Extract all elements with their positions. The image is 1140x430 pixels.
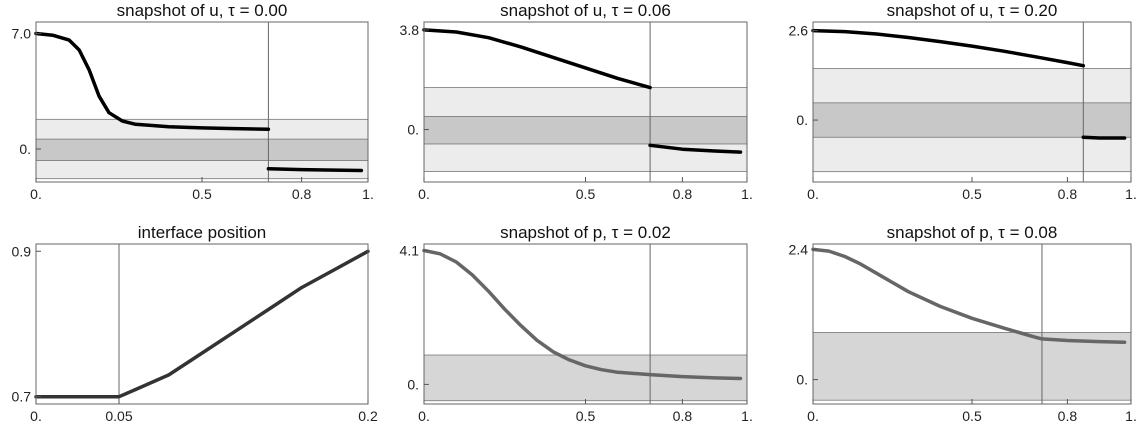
series-line-2 bbox=[1081, 135, 1127, 140]
y-tick-label: 0. bbox=[796, 112, 808, 128]
x-tick-label: 0. bbox=[807, 186, 819, 202]
x-tick-label: 0. bbox=[418, 186, 430, 202]
y-tick-label: 0. bbox=[407, 122, 419, 138]
panel-title: snapshot of u, τ = 0.06 bbox=[500, 1, 671, 20]
panel-title: snapshot of u, τ = 0.00 bbox=[117, 1, 288, 20]
panel-6: 0. 0.5 0.8 1. 2.4 0. snapshot of p, τ = 0.08 bbox=[789, 223, 1137, 424]
x-tick-label: 0.5 bbox=[192, 186, 212, 202]
y-tick-label: 2.4 bbox=[789, 241, 809, 257]
y-tick-label: 0. bbox=[407, 376, 419, 392]
series-line-1 bbox=[34, 249, 370, 399]
x-tick-label: 0. bbox=[807, 408, 819, 424]
x-tick-label: 0.5 bbox=[962, 408, 982, 424]
panel-3: 0. 0.5 0.8 1. 2.6 0. snapshot of u, τ = 0.20 bbox=[789, 1, 1137, 202]
x-tick-label: 0. bbox=[30, 186, 42, 202]
panel-title: snapshot of p, τ = 0.08 bbox=[887, 223, 1058, 242]
band-2 bbox=[423, 116, 748, 145]
x-tick-label: 1. bbox=[362, 186, 374, 202]
y-tick-label: 7.0 bbox=[12, 26, 32, 42]
panel-5: 0. 0.5 0.8 1. 4.1 0. snapshot of p, τ = 0.02 bbox=[400, 223, 753, 424]
series-line-2 bbox=[648, 143, 743, 154]
y-tick-label: 2.6 bbox=[789, 23, 809, 39]
x-tick-label: 0.8 bbox=[1058, 408, 1078, 424]
series-line-1 bbox=[34, 31, 271, 131]
x-tick-label: 1. bbox=[741, 408, 753, 424]
x-tick-label: 1. bbox=[1125, 408, 1137, 424]
band-2 bbox=[35, 138, 369, 161]
x-tick-label: 0.8 bbox=[673, 186, 693, 202]
panel-title: interface position bbox=[138, 223, 267, 242]
y-tick-label: 0.9 bbox=[12, 243, 32, 259]
y-tick-label: 0.7 bbox=[12, 389, 32, 405]
x-tick-label: 0.2 bbox=[358, 408, 378, 424]
panel-1: 0. 0.5 0.8 1. 7.0 0. snapshot of u, τ = 0.00 bbox=[12, 1, 374, 202]
panel-title: snapshot of p, τ = 0.02 bbox=[500, 223, 671, 242]
x-tick-label: 0.5 bbox=[576, 408, 596, 424]
y-tick-label: 4.1 bbox=[400, 243, 420, 259]
panel-4: 0. 0.05 0.2 0.9 0.7 interface position bbox=[12, 223, 378, 424]
x-tick-label: 1. bbox=[1125, 186, 1137, 202]
x-tick-label: 0.05 bbox=[105, 408, 132, 424]
x-tick-label: 0. bbox=[418, 408, 430, 424]
x-tick-label: 0.8 bbox=[1058, 186, 1078, 202]
series-line-1 bbox=[811, 247, 1127, 344]
series-line-1 bbox=[422, 28, 652, 90]
series-line-1 bbox=[811, 28, 1086, 68]
panel-2: 0. 0.5 0.8 1. 3.8 0. snapshot of u, τ = 0.06 bbox=[400, 1, 753, 202]
x-tick-label: 0. bbox=[30, 408, 42, 424]
y-tick-label: 0. bbox=[19, 141, 31, 157]
x-tick-label: 0.8 bbox=[673, 408, 693, 424]
panel-title: snapshot of u, τ = 0.20 bbox=[887, 1, 1058, 20]
y-tick-label: 0. bbox=[796, 372, 808, 388]
series-line-1 bbox=[422, 248, 743, 381]
x-tick-label: 1. bbox=[741, 186, 753, 202]
plot-frame bbox=[35, 243, 369, 405]
x-tick-label: 0.5 bbox=[576, 186, 596, 202]
series-line-2 bbox=[266, 167, 364, 173]
x-tick-label: 0.8 bbox=[292, 186, 312, 202]
band-1 bbox=[812, 332, 1132, 401]
y-tick-label: 3.8 bbox=[400, 22, 420, 38]
band-2 bbox=[812, 102, 1132, 138]
x-tick-label: 0.5 bbox=[962, 186, 982, 202]
